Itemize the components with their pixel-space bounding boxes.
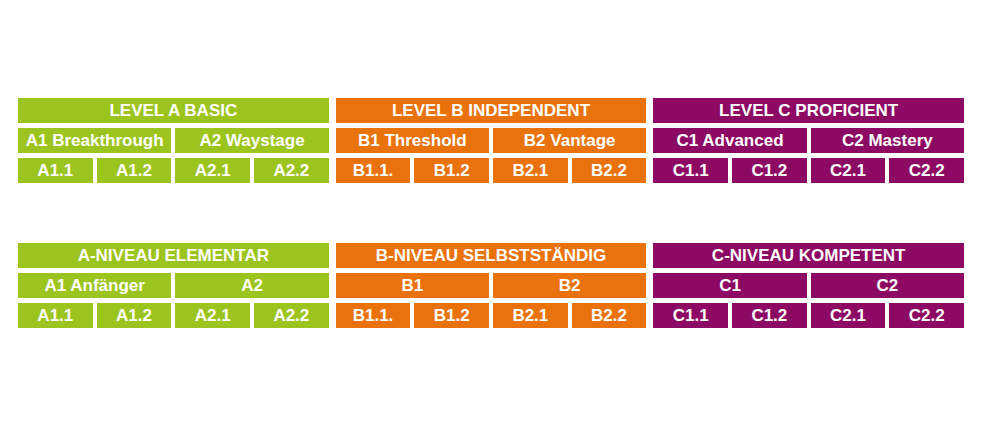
sublevel-label: A1 Breakthrough [18, 128, 171, 153]
grade-cell: A1.2 [97, 158, 172, 183]
grade-cell: A2.2 [254, 158, 329, 183]
grade-cell: B1.2 [414, 158, 489, 183]
level-header: LEVEL A BASIC [18, 98, 329, 123]
level-header: LEVEL B INDEPENDENT [336, 98, 647, 123]
grade-cell: A2.2 [254, 303, 329, 328]
grade-cell: B2.2 [572, 303, 647, 328]
sublevel-label: A1 Anfänger [18, 273, 171, 298]
sublevel-label: B2 Vantage [493, 128, 646, 153]
level-c-group-english: LEVEL C PROFICIENT C1 Advanced C2 Master… [653, 98, 964, 183]
grade-cell: C2.1 [811, 303, 886, 328]
cefr-levels-page: LEVEL A BASIC A1 Breakthrough A2 Waystag… [0, 0, 983, 427]
level-b-group-german: B-NIVEAU SELBSTSTÄNDIG B1 B2 B1.1. B1.2 … [336, 243, 647, 328]
grade-cell: C1.1 [653, 158, 728, 183]
level-a-group-german: A-NIVEAU ELEMENTAR A1 Anfänger A2 A1.1 A… [18, 243, 329, 328]
sublevel-label: B1 [336, 273, 489, 298]
level-header: A-NIVEAU ELEMENTAR [18, 243, 329, 268]
grade-cell: B1.1. [336, 158, 411, 183]
sublevel-label: C1 Advanced [653, 128, 806, 153]
sublevel-label: C1 [653, 273, 806, 298]
sublevel-label: B2 [493, 273, 646, 298]
grade-cell: C1.2 [732, 303, 807, 328]
grade-cell: C1.1 [653, 303, 728, 328]
cefr-table-english: LEVEL A BASIC A1 Breakthrough A2 Waystag… [18, 98, 964, 183]
level-header: C-NIVEAU KOMPETENT [653, 243, 964, 268]
sublevel-label: B1 Threshold [336, 128, 489, 153]
sublevel-label: C2 Mastery [811, 128, 964, 153]
grade-cell: A1.1 [18, 158, 93, 183]
grade-cell: C2.2 [889, 303, 964, 328]
level-header: B-NIVEAU SELBSTSTÄNDIG [336, 243, 647, 268]
grade-cell: B1.1. [336, 303, 411, 328]
grade-cell: A2.1 [175, 303, 250, 328]
grade-cell: A1.1 [18, 303, 93, 328]
level-c-group-german: C-NIVEAU KOMPETENT C1 C2 C1.1 C1.2 C2.1 … [653, 243, 964, 328]
grade-cell: B2.1 [493, 303, 568, 328]
grade-cell: C1.2 [732, 158, 807, 183]
grade-cell: B1.2 [414, 303, 489, 328]
level-b-group-english: LEVEL B INDEPENDENT B1 Threshold B2 Vant… [336, 98, 647, 183]
sublevel-label: C2 [811, 273, 964, 298]
grade-cell: C2.2 [889, 158, 964, 183]
grade-cell: A2.1 [175, 158, 250, 183]
level-a-group-english: LEVEL A BASIC A1 Breakthrough A2 Waystag… [18, 98, 329, 183]
grade-cell: B2.2 [572, 158, 647, 183]
sublevel-label: A2 Waystage [175, 128, 328, 153]
level-header: LEVEL C PROFICIENT [653, 98, 964, 123]
sublevel-label: A2 [175, 273, 328, 298]
grade-cell: C2.1 [811, 158, 886, 183]
cefr-table-german: A-NIVEAU ELEMENTAR A1 Anfänger A2 A1.1 A… [18, 243, 964, 328]
grade-cell: A1.2 [97, 303, 172, 328]
grade-cell: B2.1 [493, 158, 568, 183]
